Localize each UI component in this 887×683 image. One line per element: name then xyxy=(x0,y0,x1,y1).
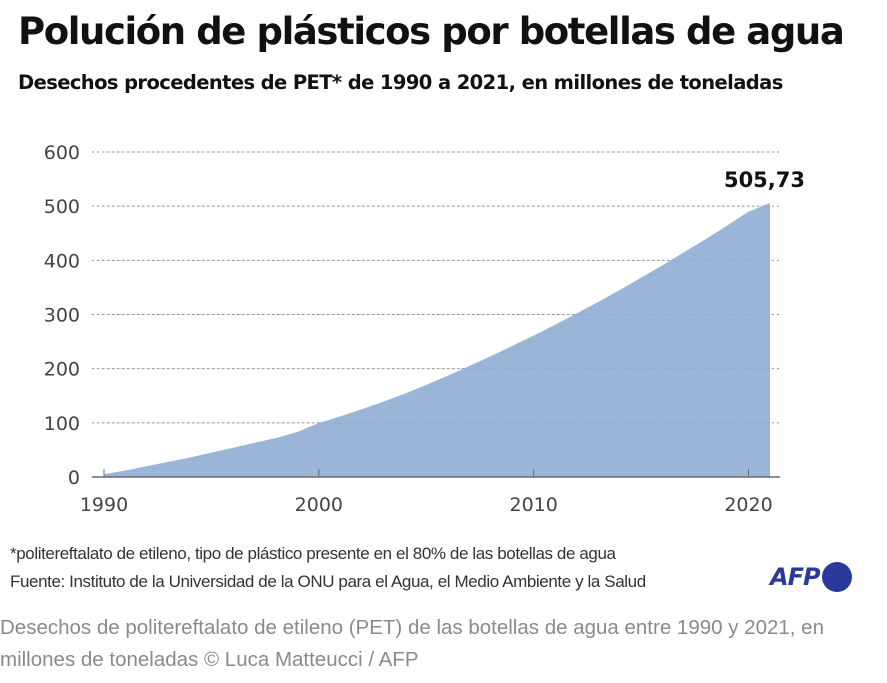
value-label-2021: 505,73 xyxy=(724,168,805,192)
area-layer xyxy=(104,151,770,477)
footnote: *politereftalato de etileno, tipo de plá… xyxy=(10,544,616,563)
area-series-pet-waste xyxy=(104,203,770,477)
y-tick-label-200: 200 xyxy=(44,359,80,381)
image-caption: Desechos de politereftalato de etileno (… xyxy=(0,616,824,671)
chart-subtitle: Desechos procedentes de PET* de 1990 a 2… xyxy=(18,71,783,94)
chart-title: Polución de plásticos por botellas de ag… xyxy=(18,10,845,53)
y-tick-label-500: 500 xyxy=(44,196,80,218)
y-tick-label-400: 400 xyxy=(44,250,80,272)
afp-logo: AFP xyxy=(770,562,852,592)
y-tick-labels: 0 100 200 300 400 500 600 xyxy=(44,142,80,489)
x-tick-label-2020: 2020 xyxy=(724,494,772,516)
x-tick-label-2010: 2010 xyxy=(509,494,557,516)
axes xyxy=(92,469,780,478)
afp-logo-dot-icon xyxy=(821,562,852,592)
y-tick-label-0: 0 xyxy=(68,467,80,489)
x-tick-labels: 1990 2000 2010 2020 xyxy=(80,494,773,516)
source-note: Fuente: Instituto de la Universidad de l… xyxy=(10,572,646,591)
annotations: 505,73 xyxy=(724,168,805,192)
x-tick-label-2000: 2000 xyxy=(295,494,343,516)
afp-logo-text: AFP xyxy=(770,563,821,591)
x-tick-label-1990: 1990 xyxy=(80,494,128,516)
y-tick-label-300: 300 xyxy=(44,305,80,327)
area-chart: 0 100 200 300 400 500 600 1990 2000 2010 2020 505… xyxy=(44,142,805,516)
y-tick-label-600: 600 xyxy=(44,142,80,164)
y-tick-label-100: 100 xyxy=(44,413,80,435)
